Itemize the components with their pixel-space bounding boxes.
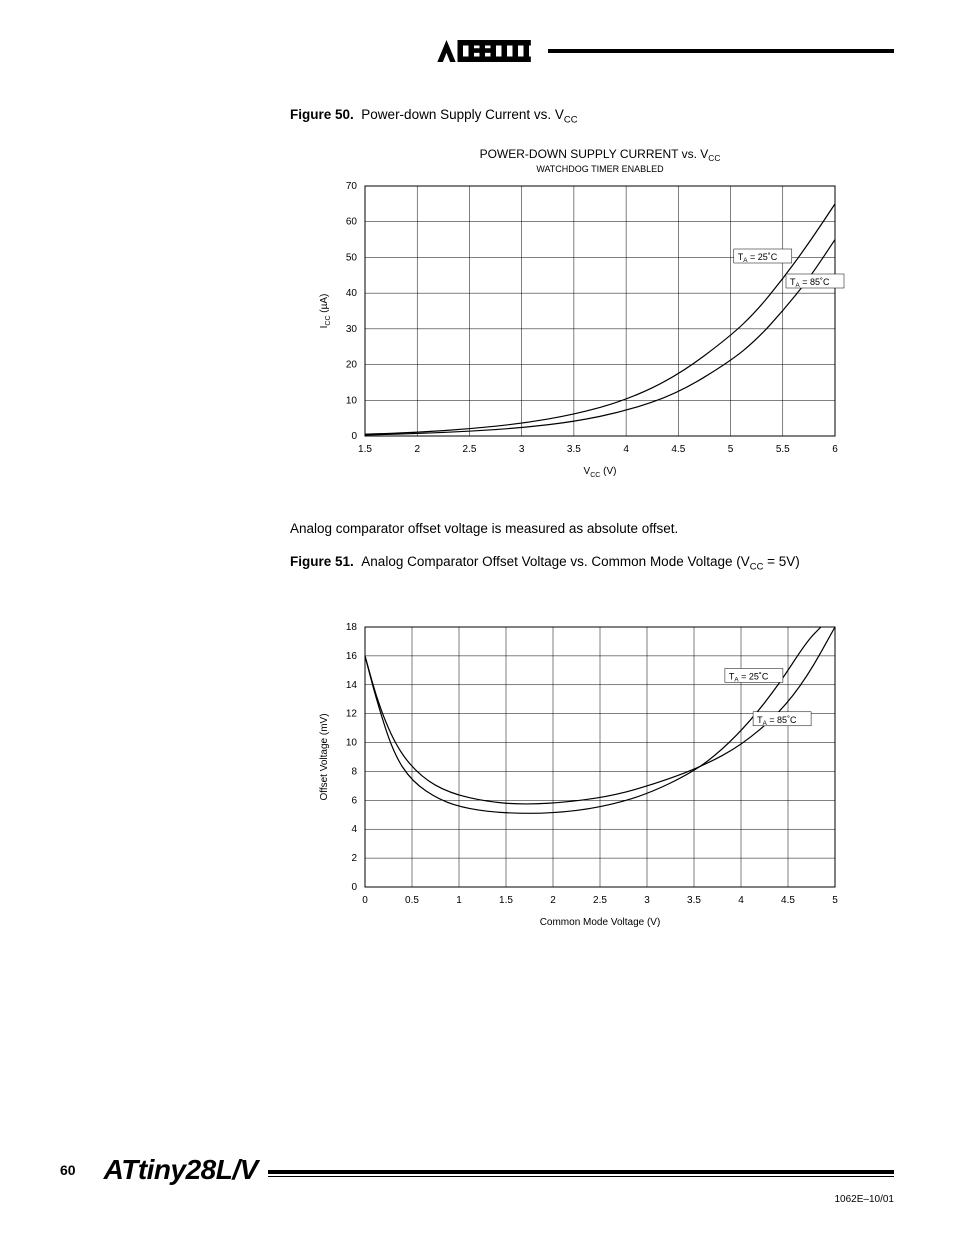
svg-text:4: 4	[738, 895, 744, 906]
svg-text:50: 50	[346, 252, 358, 263]
svg-text:40: 40	[346, 288, 358, 299]
svg-text:4: 4	[623, 444, 629, 455]
svg-text:4.5: 4.5	[671, 444, 685, 455]
svg-text:14: 14	[346, 680, 358, 691]
content-area: Figure 50. Power-down Supply Current vs.…	[60, 107, 894, 952]
figure50-text: Power-down Supply Current vs. V	[361, 107, 564, 122]
svg-text:5.5: 5.5	[776, 444, 790, 455]
svg-text:3: 3	[519, 444, 525, 455]
svg-text:WATCHDOG TIMER ENABLED: WATCHDOG TIMER ENABLED	[536, 164, 664, 174]
svg-text:2: 2	[414, 444, 420, 455]
atmel-logo	[430, 35, 540, 67]
svg-text:10: 10	[346, 395, 358, 406]
svg-text:3: 3	[644, 895, 650, 906]
figure50-prefix: Figure 50.	[290, 107, 354, 122]
svg-text:18: 18	[346, 622, 358, 633]
svg-text:VCC (V): VCC (V)	[584, 466, 617, 479]
figure50-sub: CC	[564, 115, 578, 126]
svg-text:10: 10	[346, 738, 358, 749]
svg-text:1.5: 1.5	[499, 895, 513, 906]
figure51-caption: Figure 51. Analog Comparator Offset Volt…	[290, 554, 894, 573]
svg-text:6: 6	[832, 444, 838, 455]
svg-text:0: 0	[351, 431, 357, 442]
figure50-chart: POWER-DOWN SUPPLY CURRENT vs. VCCWATCHDO…	[290, 136, 894, 491]
svg-text:8: 8	[351, 767, 357, 778]
svg-text:ICC (µA): ICC (µA)	[319, 293, 332, 328]
figure51-prefix: Figure 51.	[290, 554, 354, 569]
svg-text:4: 4	[351, 825, 357, 836]
header-rule	[548, 49, 894, 53]
page-footer: 60 ATtiny28L/V 1062E–10/01	[60, 1154, 894, 1205]
product-name: ATtiny28L/V	[104, 1154, 258, 1186]
chart50-svg: POWER-DOWN SUPPLY CURRENT vs. VCCWATCHDO…	[290, 136, 880, 486]
svg-text:1: 1	[456, 895, 462, 906]
svg-text:16: 16	[346, 651, 358, 662]
footer-rules	[268, 1164, 894, 1177]
figure51-sub: CC	[750, 561, 764, 572]
page-header	[60, 35, 894, 67]
svg-text:0: 0	[351, 882, 357, 893]
svg-text:0: 0	[362, 895, 368, 906]
svg-text:3.5: 3.5	[687, 895, 701, 906]
chart51-svg: 0 0.5 1 1.5 2 2.5 3 3.5 4 4.5 5 0 2 4 6 8 10 12 14 16 18 Comm…	[290, 607, 880, 947]
figure51-suffix: = 5V)	[763, 554, 799, 569]
svg-text:6: 6	[351, 796, 357, 807]
svg-text:2: 2	[351, 853, 357, 864]
svg-text:Common Mode Voltage (V): Common Mode Voltage (V)	[540, 917, 661, 928]
svg-text:60: 60	[346, 216, 358, 227]
figure51-text: Analog Comparator Offset Voltage vs. Com…	[361, 554, 749, 569]
figure50-caption: Figure 50. Power-down Supply Current vs.…	[290, 107, 894, 126]
page-number: 60	[60, 1162, 76, 1178]
svg-text:30: 30	[346, 324, 358, 335]
svg-text:2: 2	[550, 895, 556, 906]
svg-text:2.5: 2.5	[462, 444, 476, 455]
svg-text:1.5: 1.5	[358, 444, 372, 455]
svg-text:3.5: 3.5	[567, 444, 581, 455]
svg-text:POWER-DOWN SUPPLY CURRENT vs.: POWER-DOWN SUPPLY CURRENT vs. VCC	[480, 147, 721, 163]
svg-text:12: 12	[346, 709, 358, 720]
svg-text:70: 70	[346, 181, 358, 192]
svg-text:5: 5	[728, 444, 734, 455]
svg-text:20: 20	[346, 359, 358, 370]
svg-text:5: 5	[832, 895, 838, 906]
doc-id: 1062E–10/01	[60, 1194, 894, 1205]
body-paragraph: Analog comparator offset voltage is meas…	[290, 521, 894, 536]
svg-text:2.5: 2.5	[593, 895, 607, 906]
svg-text:Offset Voltage (mV): Offset Voltage (mV)	[319, 714, 330, 801]
svg-text:0.5: 0.5	[405, 895, 419, 906]
figure51-chart: 0 0.5 1 1.5 2 2.5 3 3.5 4 4.5 5 0 2 4 6 8 10 12 14 16 18 Comm…	[290, 607, 894, 952]
svg-text:4.5: 4.5	[781, 895, 795, 906]
